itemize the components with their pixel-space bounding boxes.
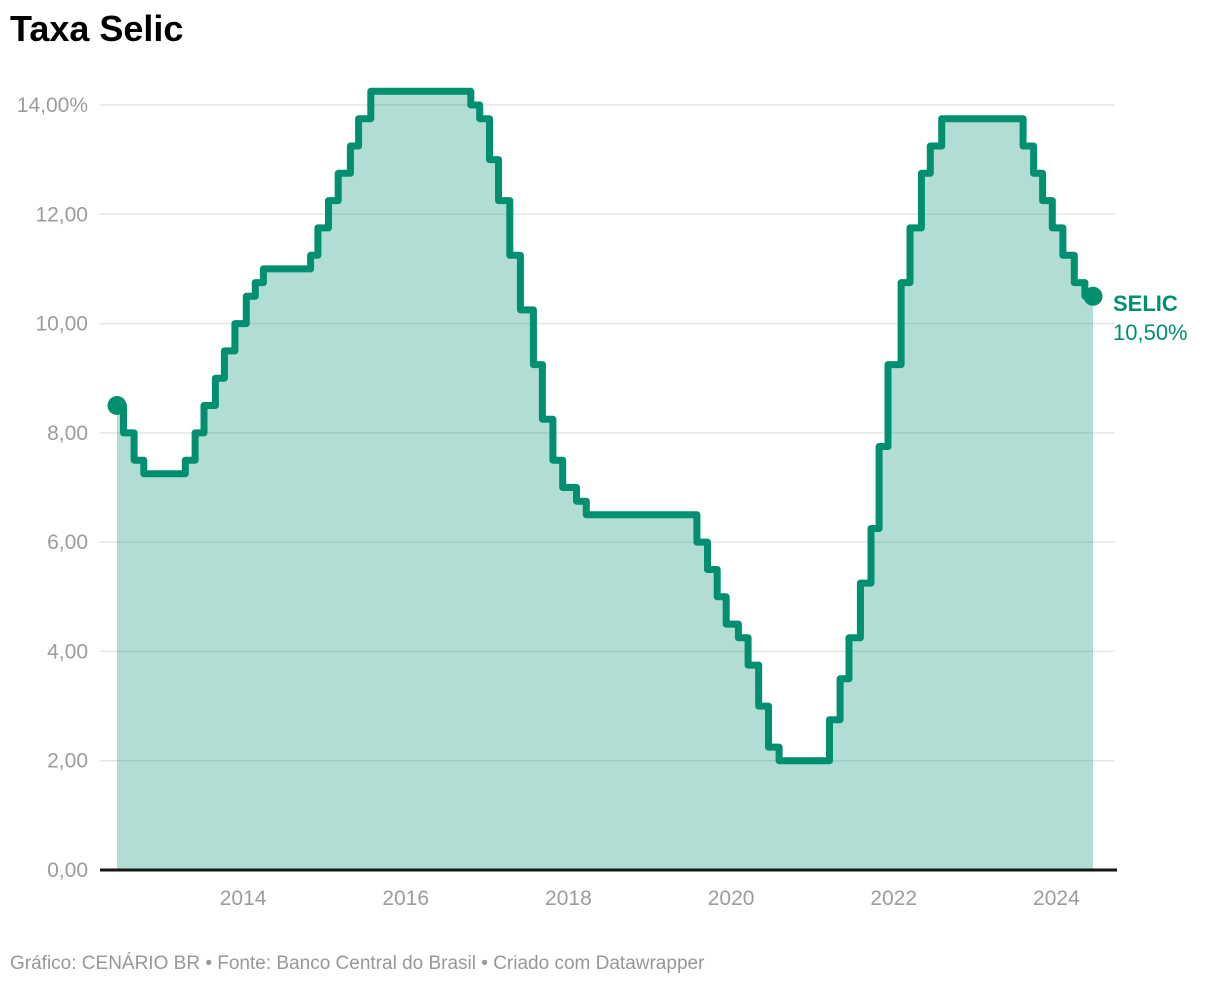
x-tick-label: 2016 — [382, 887, 429, 910]
area-fill — [117, 91, 1093, 871]
x-tick-label: 2020 — [708, 887, 755, 910]
y-tick-label: 2,00 — [47, 750, 88, 773]
y-tick-label: 10,00 — [35, 313, 88, 336]
x-tick-label: 2024 — [1033, 887, 1080, 910]
chart-title: Taxa Selic — [10, 8, 184, 49]
y-tick-label: 6,00 — [47, 531, 88, 554]
start-dot — [107, 396, 127, 415]
series-end-label-value: 10,50% — [1113, 320, 1188, 345]
chart-footer: Gráfico: CENÁRIO BR • Fonte: Banco Centr… — [10, 953, 705, 974]
series-line — [117, 87, 1093, 765]
series-end-label: SELIC 10,50% — [1113, 289, 1188, 347]
x-tick-label: 2022 — [870, 887, 917, 910]
end-dot — [1083, 286, 1103, 306]
x-tick-label: 2014 — [220, 887, 267, 910]
y-tick-label: 4,00 — [47, 640, 88, 663]
x-tick-label: 2018 — [545, 887, 592, 910]
series-end-label-name: SELIC — [1113, 291, 1178, 316]
y-tick-label: 8,00 — [47, 422, 88, 445]
y-tick-label: 12,00 — [35, 203, 88, 226]
y-tick-label: 14,00% — [17, 94, 88, 117]
y-tick-label: 0,00 — [47, 859, 88, 882]
